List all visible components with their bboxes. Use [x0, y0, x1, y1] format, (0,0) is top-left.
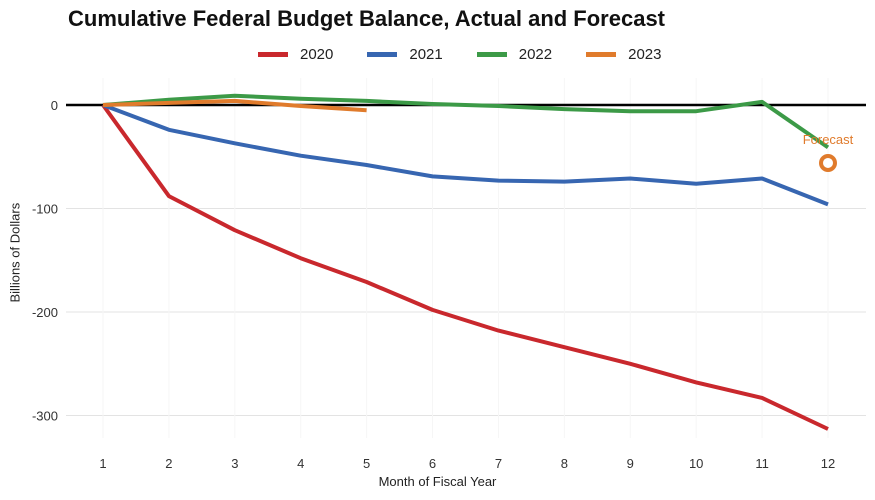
series-line-2020	[101, 103, 829, 431]
x-tick-label: 12	[821, 456, 835, 471]
y-axis-label: Billions of Dollars	[7, 202, 23, 303]
x-tick-label: 2	[165, 456, 172, 471]
x-tick-label: 6	[429, 456, 436, 471]
x-tick-label: 5	[363, 456, 370, 471]
y-tick-label: -100	[32, 202, 58, 217]
legend-item-2022: 2022	[476, 46, 553, 63]
legend-label-2022: 2022	[518, 46, 553, 63]
series-line-2023	[102, 98, 367, 113]
forecast-label: Forecast	[803, 132, 854, 147]
chart-title: Cumulative Federal Budget Balance, Actua…	[68, 6, 666, 31]
x-tick-label: 8	[561, 456, 568, 471]
x-tick-label: 9	[627, 456, 634, 471]
legend-item-2021: 2021	[367, 46, 443, 63]
x-tick-label: 10	[689, 456, 703, 471]
x-tick-label: 1	[99, 456, 106, 471]
chart-legend: 2020 2021 2022 2023	[258, 46, 696, 63]
legend-item-2023: 2023	[586, 46, 662, 63]
legend-swatch-2021	[367, 52, 398, 57]
x-tick-label: 3	[231, 456, 238, 471]
legend-label-2021: 2021	[409, 46, 443, 63]
legend-swatch-2020	[258, 52, 288, 57]
legend-label-2023: 2023	[628, 46, 662, 63]
legend-swatch-2022	[476, 52, 507, 57]
y-tick-label: -300	[32, 409, 58, 424]
legend-item-2020: 2020	[258, 46, 333, 63]
series-line-2022	[102, 93, 830, 150]
x-tick-label: 4	[297, 456, 304, 471]
x-tick-label: 11	[755, 456, 769, 471]
y-tick-label: 0	[51, 98, 58, 113]
series-line-2021	[102, 103, 829, 207]
forecast-marker	[819, 153, 837, 172]
x-tick-label: 7	[495, 456, 502, 471]
legend-swatch-2023	[586, 52, 617, 57]
legend-label-2020: 2020	[300, 46, 334, 63]
y-tick-label: -200	[32, 305, 58, 320]
x-axis-label: Month of Fiscal Year	[378, 474, 497, 489]
